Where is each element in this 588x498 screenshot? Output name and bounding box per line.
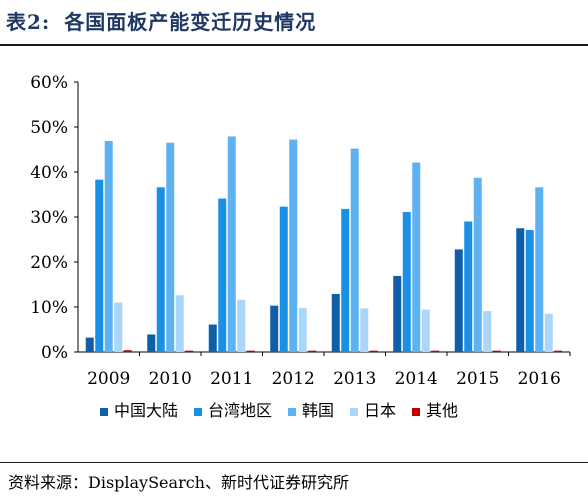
- source-bar: 资料来源：DisplaySearch、新时代证券研究所: [0, 462, 588, 498]
- title-bar: 表2: 各国面板产能变迁历史情况: [0, 0, 588, 46]
- x-tick-label: 2016: [518, 369, 561, 389]
- legend-label: 台湾地区: [208, 401, 272, 420]
- bar-1: [331, 293, 340, 352]
- legend-swatch: [288, 408, 296, 416]
- bar-4: [544, 313, 553, 352]
- bar-2: [279, 206, 288, 352]
- bar-4: [114, 302, 123, 352]
- bar-2: [402, 212, 411, 352]
- legend-swatch: [100, 408, 108, 416]
- x-tick-label: 2015: [456, 369, 499, 389]
- bar-3: [473, 177, 482, 352]
- legend-swatch: [194, 408, 202, 416]
- bar-5: [185, 350, 194, 352]
- y-tick-label: 60%: [30, 73, 68, 93]
- bar-1: [208, 324, 217, 352]
- y-tick-label: 40%: [30, 163, 68, 183]
- chart-title: 表2: 各国面板产能变迁历史情况: [6, 6, 316, 35]
- y-tick-label: 30%: [30, 208, 68, 228]
- title-main: 各国面板产能变迁历史情况: [64, 10, 317, 34]
- x-tick-label: 2013: [333, 369, 376, 389]
- legend-label: 韩国: [302, 401, 334, 420]
- bar-5: [308, 350, 317, 352]
- source-note: 资料来源：DisplaySearch、新时代证券研究所: [8, 473, 349, 492]
- bar-2: [95, 179, 104, 352]
- legend-label: 其他: [426, 401, 458, 420]
- x-tick-label: 2011: [210, 369, 253, 389]
- bar-4: [298, 307, 307, 352]
- bar-1: [454, 249, 463, 352]
- bar-chart: 0% 10% 20% 30% 40% 50% 60% 2009 2010 2011 2012 2013…: [30, 73, 571, 420]
- bar-3: [104, 140, 113, 352]
- bar-3: [412, 162, 421, 352]
- bar-3: [350, 148, 359, 352]
- bar-5: [123, 350, 132, 352]
- legend-swatch: [350, 408, 358, 416]
- bar-1: [85, 337, 94, 352]
- bar-4: [175, 295, 184, 352]
- bar-3: [166, 142, 175, 352]
- y-tick-label: 20%: [30, 253, 68, 273]
- bar-2: [156, 187, 165, 352]
- bar-3: [227, 136, 236, 352]
- bar-5: [369, 350, 378, 352]
- legend-label: 中国大陆: [114, 401, 178, 420]
- legend-swatch: [412, 408, 420, 416]
- bar-5: [554, 350, 563, 352]
- bar-4: [237, 299, 246, 352]
- bar-3: [535, 187, 544, 352]
- x-tick-label: 2010: [149, 369, 192, 389]
- bar-5: [431, 350, 440, 352]
- bar-1: [147, 334, 156, 352]
- chart-area: 0% 10% 20% 30% 40% 50% 60% 2009 2010 2011 2012 2013…: [0, 48, 588, 458]
- y-tick-label: 10%: [30, 298, 68, 318]
- x-tick-label: 2009: [87, 369, 130, 389]
- y-tick-label: 0%: [41, 343, 68, 363]
- x-tick-label: 2014: [395, 369, 438, 389]
- bar-1: [393, 275, 402, 352]
- bar-4: [360, 308, 369, 352]
- table-label: 表2:: [6, 10, 51, 34]
- legend-label: 日本: [364, 401, 396, 420]
- bar-5: [492, 350, 501, 352]
- bar-2: [464, 221, 473, 352]
- x-tick-label: 2012: [272, 369, 315, 389]
- bar-2: [525, 230, 534, 352]
- y-tick-label: 50%: [30, 118, 68, 138]
- bar-3: [289, 139, 298, 352]
- bar-5: [246, 350, 255, 352]
- bar-2: [341, 208, 350, 352]
- bar-2: [218, 198, 227, 352]
- bar-4: [421, 309, 430, 352]
- bar-1: [516, 228, 525, 352]
- bar-4: [483, 311, 492, 352]
- bar-1: [270, 305, 279, 352]
